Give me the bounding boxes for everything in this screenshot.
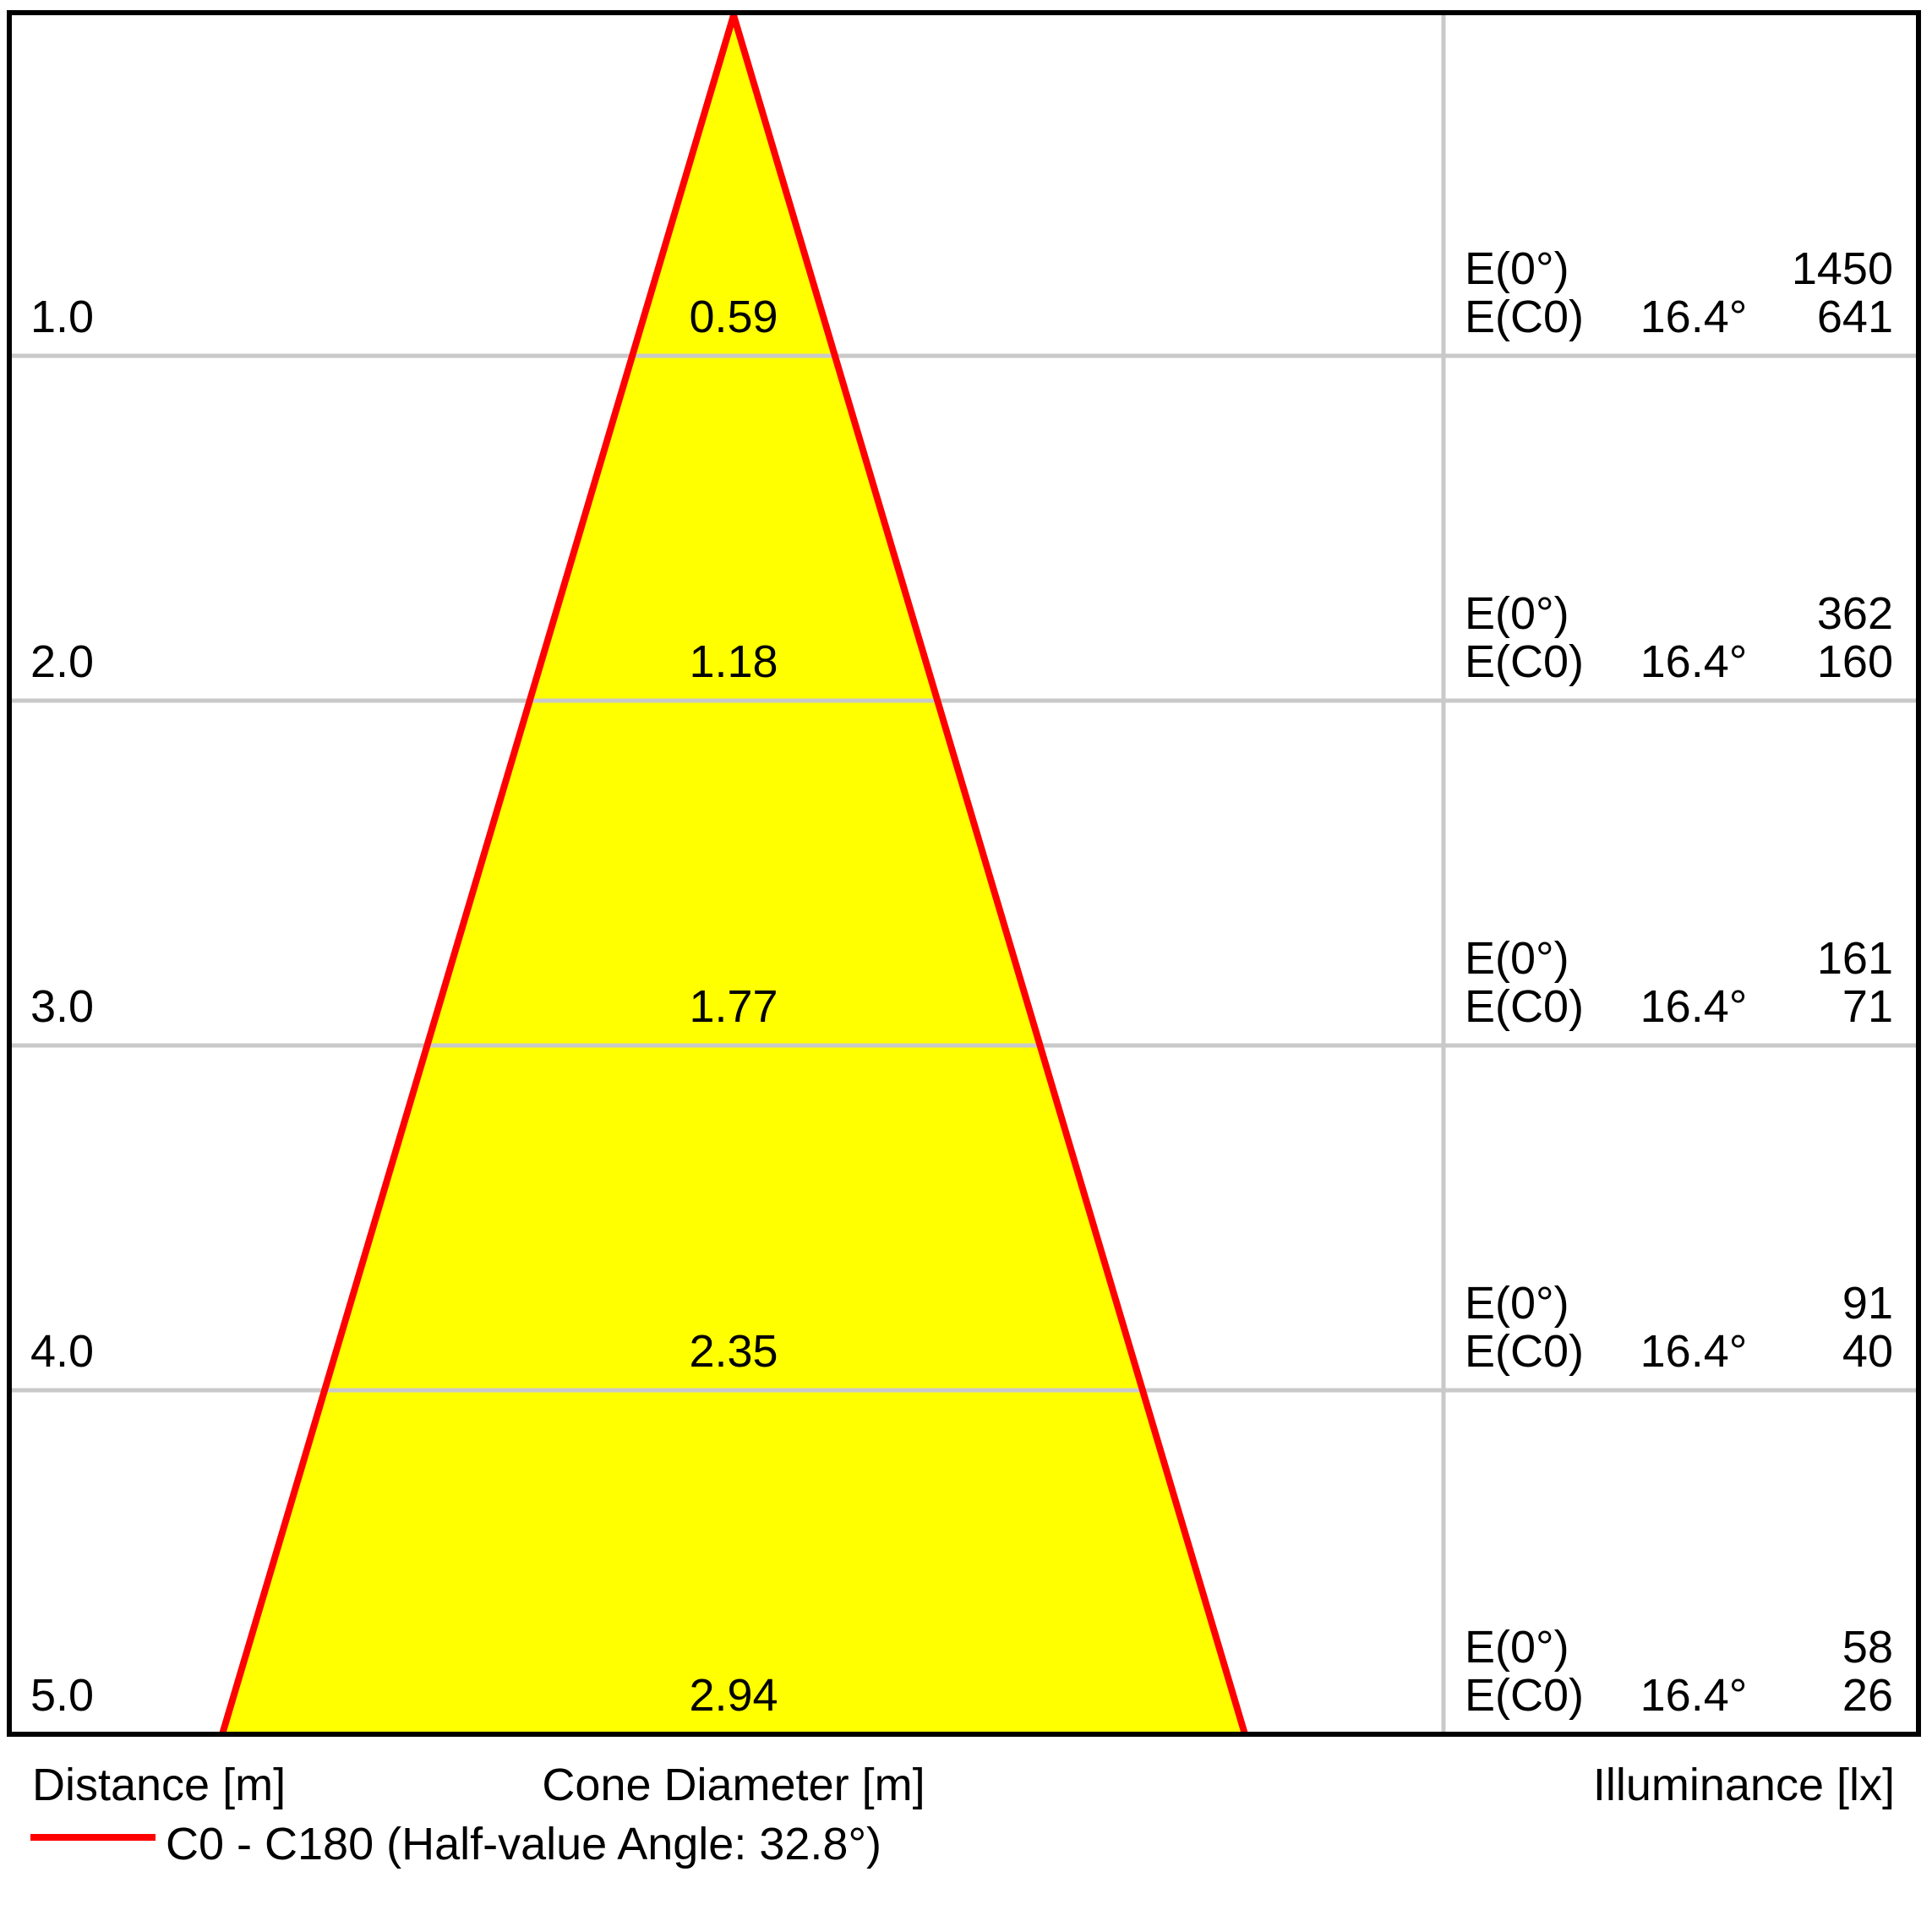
- beam-angle-value: 16.4°: [1640, 292, 1748, 342]
- ec0-label: E(C0): [1465, 1670, 1585, 1721]
- e0-label: E(0°): [1465, 243, 1569, 294]
- ec0-value: 160: [1816, 636, 1893, 687]
- ec0-value: 26: [1842, 1670, 1893, 1721]
- e0-label: E(0°): [1465, 933, 1569, 984]
- e0-label: E(0°): [1465, 1278, 1569, 1329]
- cone-row-3m: 3.0 1.77 E(0°) 161 E(C0) 16.4° 71: [0, 934, 1932, 1037]
- cone-diameter-value: 0.59: [689, 292, 778, 342]
- e0-value: 1450: [1791, 243, 1893, 294]
- legend-text: C0 - C180 (Half-value Angle: 32.8°): [166, 1819, 882, 1869]
- cone-edge-right: [730, 14, 1248, 1736]
- e0-value: 161: [1816, 933, 1893, 984]
- e0-value: 91: [1842, 1278, 1893, 1329]
- distance-label: 1.0: [30, 292, 95, 342]
- illuminance-cell: E(0°) 362 E(C0) 16.4° 160: [1465, 589, 1893, 692]
- ec0-value: 71: [1842, 981, 1893, 1032]
- beam-angle-value: 16.4°: [1640, 1326, 1748, 1377]
- legend-line-swatch: [30, 1834, 156, 1841]
- illuminance-axis-label: Illuminance [lx]: [1592, 1760, 1895, 1810]
- cone-diameter-axis-label: Cone Diameter [m]: [542, 1760, 925, 1810]
- e0-value: 362: [1816, 588, 1893, 639]
- e0-line: E(0°) 58: [1465, 1623, 1893, 1672]
- beam-angle-value: 16.4°: [1640, 636, 1748, 687]
- cone-diameter-value: 2.94: [689, 1670, 778, 1721]
- cone-diameter-value: 2.35: [689, 1326, 778, 1377]
- cone-row-1m: 1.0 0.59 E(0°) 1450 E(C0) 16.4° 641: [0, 244, 1932, 347]
- distance-label: 4.0: [30, 1326, 95, 1377]
- light-cone-fill: [222, 14, 1245, 1734]
- distance-axis-label: Distance [m]: [32, 1760, 287, 1810]
- ec0-line: E(C0) 16.4° 71: [1465, 982, 1893, 1031]
- ec0-label: E(C0): [1465, 636, 1585, 687]
- e0-label: E(0°): [1465, 588, 1569, 639]
- ec0-label: E(C0): [1465, 292, 1585, 342]
- ec0-line: E(C0) 16.4° 40: [1465, 1327, 1893, 1376]
- distance-label: 5.0: [30, 1670, 95, 1721]
- ec0-value: 40: [1842, 1326, 1893, 1377]
- ec0-label: E(C0): [1465, 981, 1585, 1032]
- cone-diameter-value: 1.18: [689, 636, 778, 687]
- cone-row-2m: 2.0 1.18 E(0°) 362 E(C0) 16.4° 160: [0, 589, 1932, 692]
- ec0-line: E(C0) 16.4° 641: [1465, 292, 1893, 341]
- beam-angle-value: 16.4°: [1640, 1670, 1748, 1721]
- illuminance-cell: E(0°) 91 E(C0) 16.4° 40: [1465, 1279, 1893, 1382]
- illuminance-cell: E(0°) 1450 E(C0) 16.4° 641: [1465, 244, 1893, 347]
- e0-line: E(0°) 362: [1465, 589, 1893, 638]
- illuminance-cell: E(0°) 161 E(C0) 16.4° 71: [1465, 934, 1893, 1037]
- e0-line: E(0°) 161: [1465, 934, 1893, 983]
- e0-label: E(0°): [1465, 1622, 1569, 1673]
- illuminance-cell: E(0°) 58 E(C0) 16.4° 26: [1465, 1623, 1893, 1726]
- distance-label: 3.0: [30, 981, 95, 1032]
- cone-row-5m: 5.0 2.94 E(0°) 58 E(C0) 16.4° 26: [0, 1623, 1932, 1726]
- cone-row-4m: 4.0 2.35 E(0°) 91 E(C0) 16.4° 40: [0, 1279, 1932, 1382]
- distance-label: 2.0: [30, 636, 95, 687]
- cone-diameter-value: 1.77: [689, 981, 778, 1032]
- cone-edge-left: [219, 14, 737, 1736]
- beam-angle-value: 16.4°: [1640, 981, 1748, 1032]
- ec0-line: E(C0) 16.4° 160: [1465, 637, 1893, 686]
- ec0-value: 641: [1816, 292, 1893, 342]
- chart-border: [7, 10, 1921, 1737]
- e0-line: E(0°) 91: [1465, 1279, 1893, 1328]
- e0-value: 58: [1842, 1622, 1893, 1673]
- ec0-label: E(C0): [1465, 1326, 1585, 1377]
- e0-line: E(0°) 1450: [1465, 244, 1893, 293]
- ec0-line: E(C0) 16.4° 26: [1465, 1671, 1893, 1720]
